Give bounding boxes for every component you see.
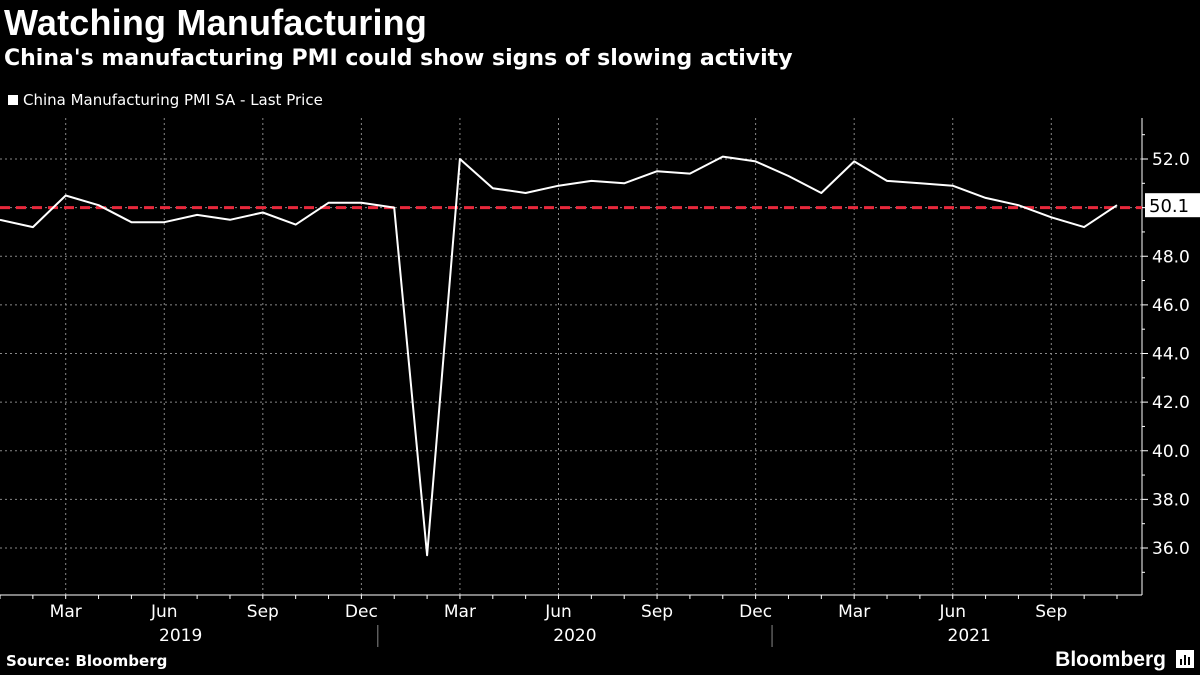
data-point	[360, 202, 362, 204]
data-point	[65, 194, 67, 196]
y-tick-label: 52.0	[1152, 150, 1190, 170]
data-point	[1050, 216, 1052, 218]
data-point	[130, 221, 132, 223]
bloomberg-logo-text: Bloomberg	[1055, 648, 1166, 671]
x-tick-label: Sep	[1035, 602, 1067, 622]
data-point	[1083, 226, 1085, 228]
data-point	[656, 170, 658, 172]
data-point	[820, 192, 822, 194]
legend: China Manufacturing PMI SA - Last Price	[8, 91, 323, 109]
y-tick-label: 42.0	[1152, 393, 1190, 413]
data-point	[754, 160, 756, 162]
data-point	[952, 185, 954, 187]
data-point	[524, 192, 526, 194]
x-tick-label: Mar	[838, 602, 870, 622]
grid-layer	[0, 118, 1142, 595]
bloomberg-terminal-icon	[1176, 650, 1194, 668]
data-point	[492, 187, 494, 189]
y-tick-label: 46.0	[1152, 296, 1190, 316]
x-tick-label: Sep	[641, 602, 673, 622]
y-tick-label: 38.0	[1152, 490, 1190, 510]
data-point	[1017, 204, 1019, 206]
data-point	[1116, 204, 1118, 206]
data-point	[327, 202, 329, 204]
data-point	[590, 180, 592, 182]
data-point	[196, 214, 198, 216]
data-point	[229, 219, 231, 221]
last-value-label: 50.1	[1149, 196, 1189, 217]
y-tick-label: 44.0	[1152, 345, 1190, 365]
data-point	[393, 206, 395, 208]
data-point	[623, 182, 625, 184]
data-point	[163, 221, 165, 223]
pmi-series-line	[0, 155, 1118, 557]
series-layer	[0, 155, 1118, 557]
chart-subtitle: China's manufacturing PMI could show sig…	[4, 46, 793, 71]
data-point	[919, 182, 921, 184]
year-label: 2019	[159, 626, 202, 646]
label-layer: 36.0 38.0 40.0 42.0 44.0 46.0 48.0 52.0 Mar Jun Se…	[50, 150, 1200, 646]
data-point	[459, 158, 461, 160]
y-tick-label: 40.0	[1152, 442, 1190, 462]
data-point	[262, 211, 264, 213]
x-tick-label: Jun	[938, 602, 966, 622]
x-tick-label: Jun	[150, 602, 178, 622]
year-label: 2020	[553, 626, 596, 646]
last-value-box	[1145, 193, 1200, 218]
data-point	[886, 180, 888, 182]
data-point	[557, 185, 559, 187]
legend-label: China Manufacturing PMI SA - Last Price	[23, 91, 323, 109]
x-tick-label: Sep	[247, 602, 279, 622]
y-tick-label: 36.0	[1152, 539, 1190, 559]
data-point	[984, 197, 986, 199]
axis-layer	[0, 118, 1148, 647]
legend-swatch	[8, 95, 18, 105]
data-point	[294, 223, 296, 225]
x-tick-label: Mar	[444, 602, 476, 622]
data-point	[853, 160, 855, 162]
data-point	[787, 175, 789, 177]
data-point	[97, 204, 99, 206]
chart-title: Watching Manufacturing	[4, 2, 428, 43]
data-point	[426, 554, 428, 556]
x-tick-label: Jun	[544, 602, 572, 622]
x-tick-label: Mar	[50, 602, 82, 622]
x-tick-label: Dec	[345, 602, 378, 622]
x-tick-label: Dec	[739, 602, 772, 622]
year-label: 2021	[948, 626, 991, 646]
y-tick-label: 48.0	[1152, 247, 1190, 267]
data-point	[722, 155, 724, 157]
data-point	[689, 172, 691, 174]
source-note: Source: Bloomberg	[6, 652, 168, 670]
data-point	[32, 226, 34, 228]
